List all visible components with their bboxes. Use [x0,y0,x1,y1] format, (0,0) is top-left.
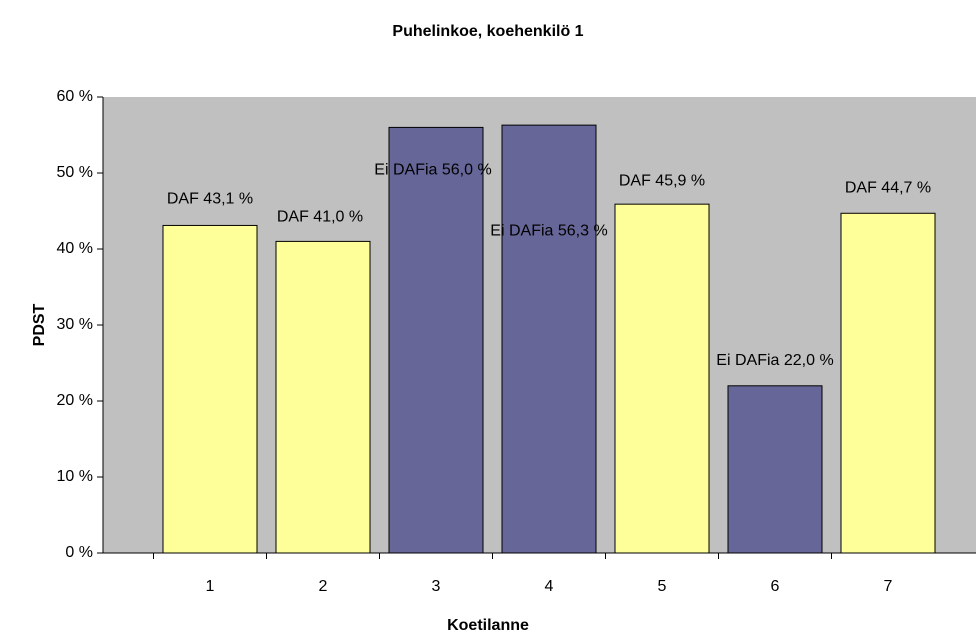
x-tick-label: 4 [545,578,554,595]
bar [840,212,936,554]
x-tick-label: 1 [206,578,215,595]
data-label: Ei DAFia 22,0 % [716,352,833,369]
data-label: Ei DAFia 56,0 % [374,162,491,179]
y-axis-label: PDST [31,303,48,346]
data-label: DAF 44,7 % [845,179,931,196]
bar [501,124,597,554]
x-tick-label: 5 [658,578,667,595]
bar [162,224,258,554]
y-tick-label: 0 % [65,544,93,561]
y-tick-label: 50 % [57,164,93,181]
bar [727,385,823,554]
y-tick-label: 60 % [57,88,93,105]
chart-title: Puhelinkoe, koehenkilö 1 [392,23,583,40]
data-label: DAF 41,0 % [277,209,363,226]
x-tick-label: 3 [432,578,441,595]
x-axis-label: Koetilanne [447,617,529,634]
data-label: DAF 45,9 % [619,172,705,189]
y-tick-label: 30 % [57,316,93,333]
x-tick-label: 2 [319,578,328,595]
y-tick-label: 40 % [57,240,93,257]
x-tick-label: 7 [884,578,893,595]
y-tick-label: 20 % [57,392,93,409]
bar [275,240,371,554]
data-label: Ei DAFia 56,3 % [490,222,607,239]
data-label: DAF 43,1 % [167,191,253,208]
y-tick-label: 10 % [57,468,93,485]
x-tick-label: 6 [771,578,780,595]
bar [388,126,484,554]
bar [614,203,710,554]
